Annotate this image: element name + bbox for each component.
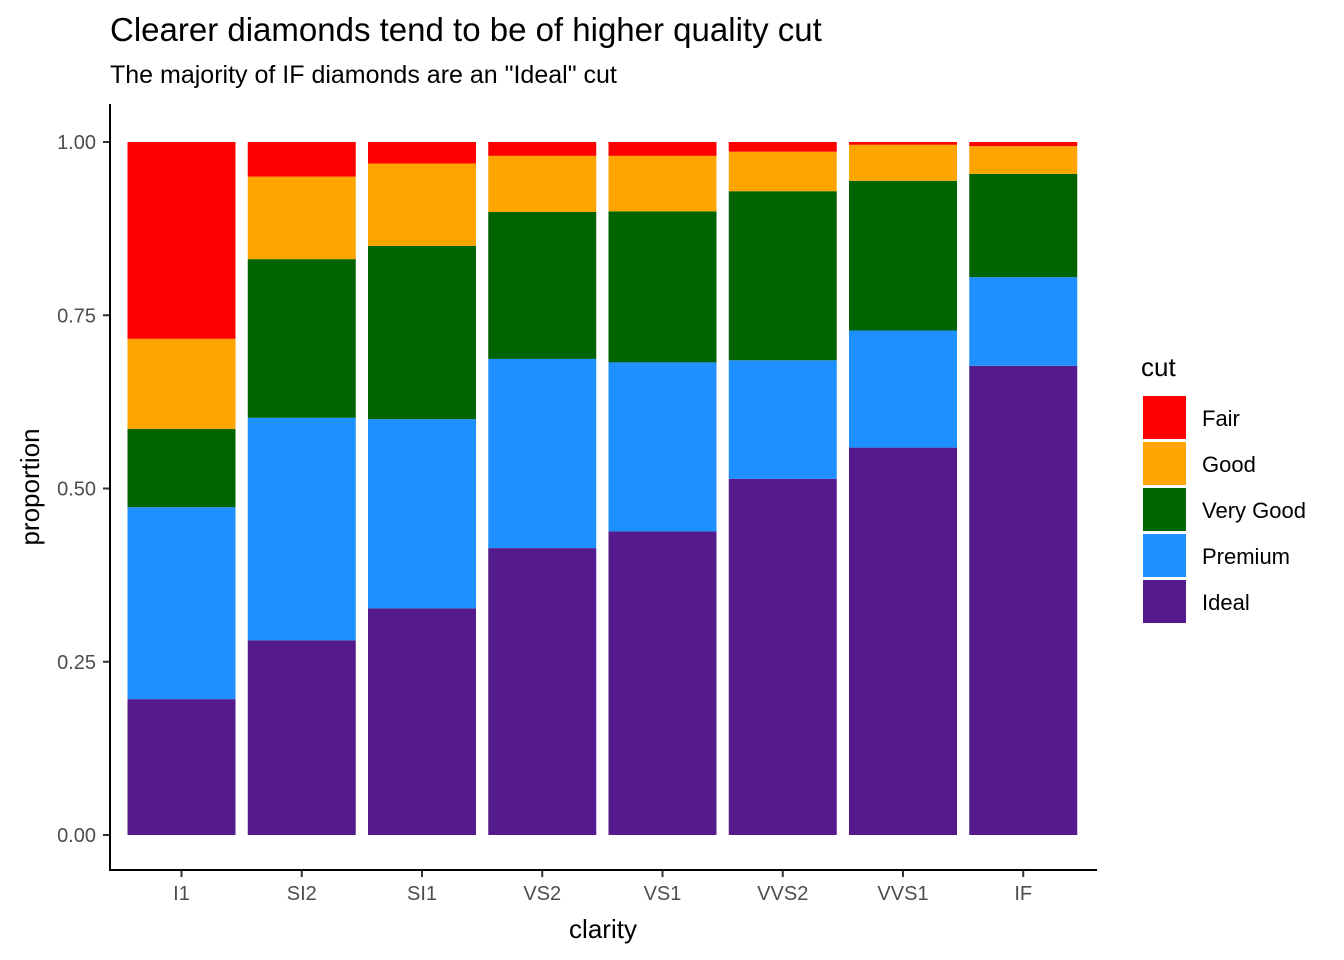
bar-si1-ideal xyxy=(368,608,476,835)
bar-si1-very-good xyxy=(368,245,476,420)
y-tick-label: 0.25 xyxy=(57,652,96,674)
y-tick-label: 1.00 xyxy=(57,132,96,154)
bars-layer xyxy=(127,142,1078,835)
bar-vvs2-ideal xyxy=(728,478,837,835)
y-tick-label: 0.50 xyxy=(57,479,96,501)
bar-vvs2-good xyxy=(728,151,837,192)
legend: cut Fair Good Very Good Premium Ideal xyxy=(1141,352,1306,623)
bar-vs2-very-good xyxy=(488,211,597,359)
bar-vs2-fair xyxy=(488,142,597,156)
bar-si1-good xyxy=(368,163,476,246)
bar-vvs1-fair xyxy=(849,142,957,145)
bar-vs1-fair xyxy=(608,142,717,156)
bar-if-fair xyxy=(969,142,1078,147)
bar-if-good xyxy=(969,146,1078,174)
legend-key-fair xyxy=(1143,396,1186,439)
legend-key-very-good xyxy=(1143,488,1186,531)
legend-label: Premium xyxy=(1202,544,1290,569)
y-tick-label: 0.00 xyxy=(57,825,96,847)
x-axis-title: clarity xyxy=(569,914,637,944)
bar-vvs1-premium xyxy=(849,330,957,448)
bar-vs2-good xyxy=(488,155,597,212)
x-tick-label: VS1 xyxy=(644,883,682,905)
legend-label: Fair xyxy=(1202,406,1240,431)
bar-i1-fair xyxy=(127,142,236,339)
chart-subtitle: The majority of IF diamonds are an "Idea… xyxy=(110,61,617,89)
bar-si2-good xyxy=(247,176,356,260)
x-tick-label: VS2 xyxy=(523,883,561,905)
bar-si2-fair xyxy=(247,142,356,177)
x-tick-label: SI2 xyxy=(287,883,317,905)
bar-vvs1-very-good xyxy=(849,180,957,331)
bar-i1-ideal xyxy=(127,699,236,835)
bar-vs1-good xyxy=(608,155,717,212)
y-tick-label: 0.75 xyxy=(57,305,96,327)
bar-vvs1-ideal xyxy=(849,447,957,835)
legend-key-ideal xyxy=(1143,580,1186,623)
x-tick-label: SI1 xyxy=(407,883,437,905)
chart-title: Clearer diamonds tend to be of higher qu… xyxy=(110,11,822,48)
legend-label: Very Good xyxy=(1202,498,1306,523)
bar-vs1-premium xyxy=(608,362,717,532)
bar-i1-very-good xyxy=(127,428,236,508)
bar-i1-premium xyxy=(127,507,236,700)
bar-i1-good xyxy=(127,338,236,429)
x-tick-label: I1 xyxy=(173,883,190,905)
x-axis-ticks: I1 SI2 SI1 VS2 VS1 VVS2 VVS1 IF xyxy=(173,870,1032,905)
bar-if-very-good xyxy=(969,173,1078,278)
legend-label: Good xyxy=(1202,452,1256,477)
legend-key-good xyxy=(1143,442,1186,485)
bar-si1-premium xyxy=(368,419,476,609)
y-axis-title: proportion xyxy=(15,428,45,545)
bar-vs2-ideal xyxy=(488,548,597,835)
bar-vs1-very-good xyxy=(608,211,717,363)
x-tick-label: IF xyxy=(1014,883,1032,905)
bar-vs1-ideal xyxy=(608,531,717,835)
x-tick-label: VVS2 xyxy=(757,883,808,905)
bar-vvs2-fair xyxy=(728,142,837,152)
bar-si2-ideal xyxy=(247,640,356,835)
bar-vs2-premium xyxy=(488,358,597,549)
legend-label: Ideal xyxy=(1202,590,1250,615)
bar-if-ideal xyxy=(969,365,1078,835)
x-tick-label: VVS1 xyxy=(877,883,928,905)
bar-si2-premium xyxy=(247,417,356,641)
bar-vvs1-good xyxy=(849,144,957,181)
bar-si1-fair xyxy=(368,142,476,164)
y-axis-ticks: 0.00 0.25 0.50 0.75 1.00 xyxy=(57,132,110,847)
legend-key-premium xyxy=(1143,534,1186,577)
bar-vvs2-very-good xyxy=(728,191,837,361)
bar-si2-very-good xyxy=(247,259,356,418)
bar-if-premium xyxy=(969,277,1078,366)
legend-title: cut xyxy=(1141,352,1176,382)
bar-vvs2-premium xyxy=(728,360,837,479)
